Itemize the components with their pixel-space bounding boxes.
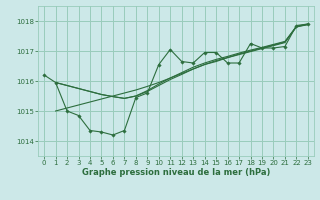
X-axis label: Graphe pression niveau de la mer (hPa): Graphe pression niveau de la mer (hPa) xyxy=(82,168,270,177)
